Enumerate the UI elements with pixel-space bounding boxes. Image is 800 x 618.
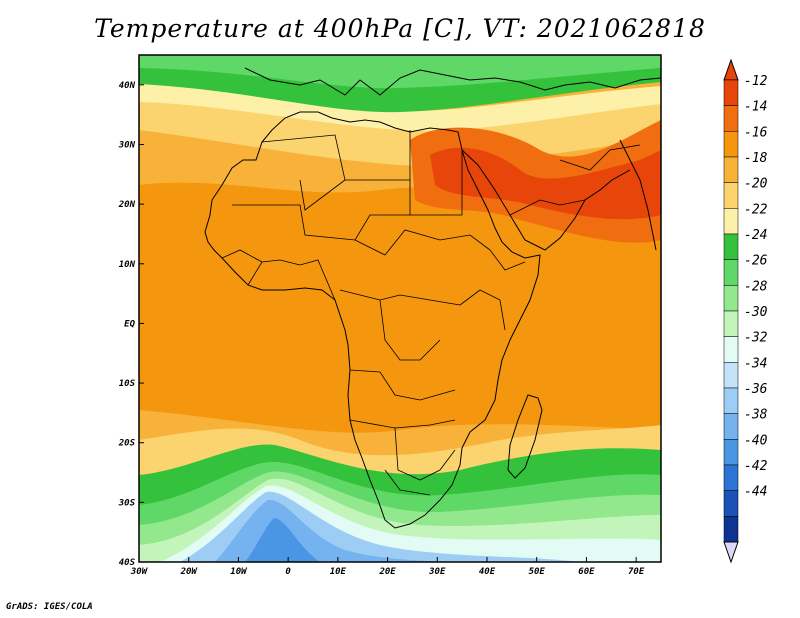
- border-sahel-2: [354, 229, 491, 256]
- colorbar-over-triangle: [723, 58, 739, 81]
- colorbar-swatch: [723, 105, 739, 132]
- border-mideast-1: [509, 199, 586, 216]
- country-borders: [221, 130, 641, 496]
- lon-tick-label: 20E: [378, 567, 396, 577]
- colorbar-label: -36: [744, 382, 768, 397]
- europe-coastline: [244, 67, 661, 96]
- lat-tick-label: 10N: [119, 260, 136, 270]
- border-central-3: [349, 369, 456, 401]
- lon-tick-label: 0: [285, 567, 291, 577]
- lat-tick-label: EQ: [124, 319, 135, 329]
- colorbar-swatch: [723, 285, 739, 312]
- colorbar-swatch: [723, 336, 739, 363]
- africa-coastline: [204, 111, 541, 529]
- colorbar-label: -24: [744, 228, 767, 243]
- colorbar-label: -16: [744, 125, 768, 140]
- lon-tick-label: 10W: [230, 567, 248, 577]
- border-west-1: [247, 259, 336, 301]
- border-south-2: [394, 427, 456, 481]
- lat-tick-label: 20S: [118, 439, 136, 449]
- lat-tick-label: 10S: [119, 379, 136, 389]
- hotspot-core: [430, 147, 661, 220]
- colorbar-label: -44: [744, 485, 767, 500]
- colorbar-swatch: [723, 516, 739, 543]
- colorbar-label: -18: [744, 151, 768, 166]
- colorbar-swatch: [723, 490, 739, 517]
- border-east-2: [489, 249, 526, 271]
- colorbar-swatch: [723, 464, 739, 491]
- band-orange-central: [139, 182, 661, 433]
- band-lightgreen-north: [139, 55, 661, 89]
- lon-tick-label: 70E: [628, 567, 645, 577]
- border-sahel-1: [232, 204, 410, 241]
- lon-tick-label: 10E: [330, 567, 347, 577]
- colorbar-label: -40: [744, 433, 768, 448]
- border-central-2: [379, 299, 441, 361]
- madagascar-coastline: [507, 394, 543, 479]
- lon-tick-label: 20W: [180, 567, 199, 577]
- colorbar-swatch: [723, 439, 739, 466]
- lat-tick-label: 20N: [118, 200, 136, 210]
- lat-tick-label: 40N: [119, 81, 136, 91]
- colorbar-under-triangle: [723, 541, 739, 564]
- lon-tick-label: 30E: [428, 567, 446, 577]
- border-south-1: [349, 419, 456, 429]
- colorbar-label: -34: [744, 356, 767, 371]
- border-west-2: [221, 249, 263, 263]
- border-south-3: [384, 469, 431, 496]
- colorbar: -12 -14 -16 -18 -20 -22 -24 -26 -28 -30 -32 -34 -36 -…: [723, 58, 768, 564]
- border-north-2: [299, 179, 346, 211]
- colorbar-swatch: [723, 131, 739, 158]
- border-central-1: [339, 289, 461, 306]
- colorbar-label: -26: [744, 254, 768, 269]
- lon-tick-label: 40E: [479, 567, 496, 577]
- colorbar-label: -22: [744, 202, 768, 217]
- lon-tick-label: 50E: [529, 567, 546, 577]
- colorbar-label: -14: [744, 100, 767, 115]
- colorbar-swatch: [723, 79, 739, 106]
- colorbar-label: -20: [744, 177, 768, 192]
- colorbar-swatch: [723, 233, 739, 260]
- border-mideast-2: [559, 144, 641, 171]
- coastlines: [204, 67, 661, 529]
- colorbar-swatch: [723, 413, 739, 440]
- india-coastline: [619, 139, 657, 251]
- colorbar-label: -28: [744, 279, 768, 294]
- lon-tick-label: 60E: [578, 567, 595, 577]
- band-deepblue-south: [245, 518, 320, 562]
- map-frame: [138, 54, 662, 563]
- grads-credit: GrADS: IGES/COLA: [6, 602, 93, 612]
- border-north-3: [409, 150, 463, 216]
- colorbar-label: -32: [744, 331, 768, 346]
- colorbar-swatch: [723, 156, 739, 183]
- colorbar-swatch: [723, 182, 739, 209]
- lat-tick-label: 40S: [119, 558, 136, 568]
- colorbar-label: -42: [744, 459, 768, 474]
- lat-tick-label: 30N: [118, 140, 136, 150]
- colorbar-label: -38: [744, 408, 768, 423]
- arabia-coastline: [461, 149, 631, 251]
- lat-tick-label: 30S: [118, 498, 136, 508]
- colorbar-swatch: [723, 208, 739, 235]
- map-title: Temperature at 400hPa [C], VT: 202106281…: [94, 14, 706, 43]
- temperature-field: [139, 55, 661, 562]
- colorbar-swatch: [723, 362, 739, 389]
- colorbar-swatch: [723, 259, 739, 286]
- border-east-1: [459, 289, 506, 331]
- axis-ticks: 30W 20W 10W 0 10E 20E 30E 40E 50E 60E 70E 40N 30N 20N…: [118, 81, 645, 577]
- colorbar-label: -12: [744, 74, 768, 89]
- colorbar-swatch: [723, 387, 739, 414]
- colorbar-label: -30: [744, 305, 768, 320]
- colorbar-swatch: [723, 310, 739, 337]
- lon-tick-label: 30W: [130, 567, 149, 577]
